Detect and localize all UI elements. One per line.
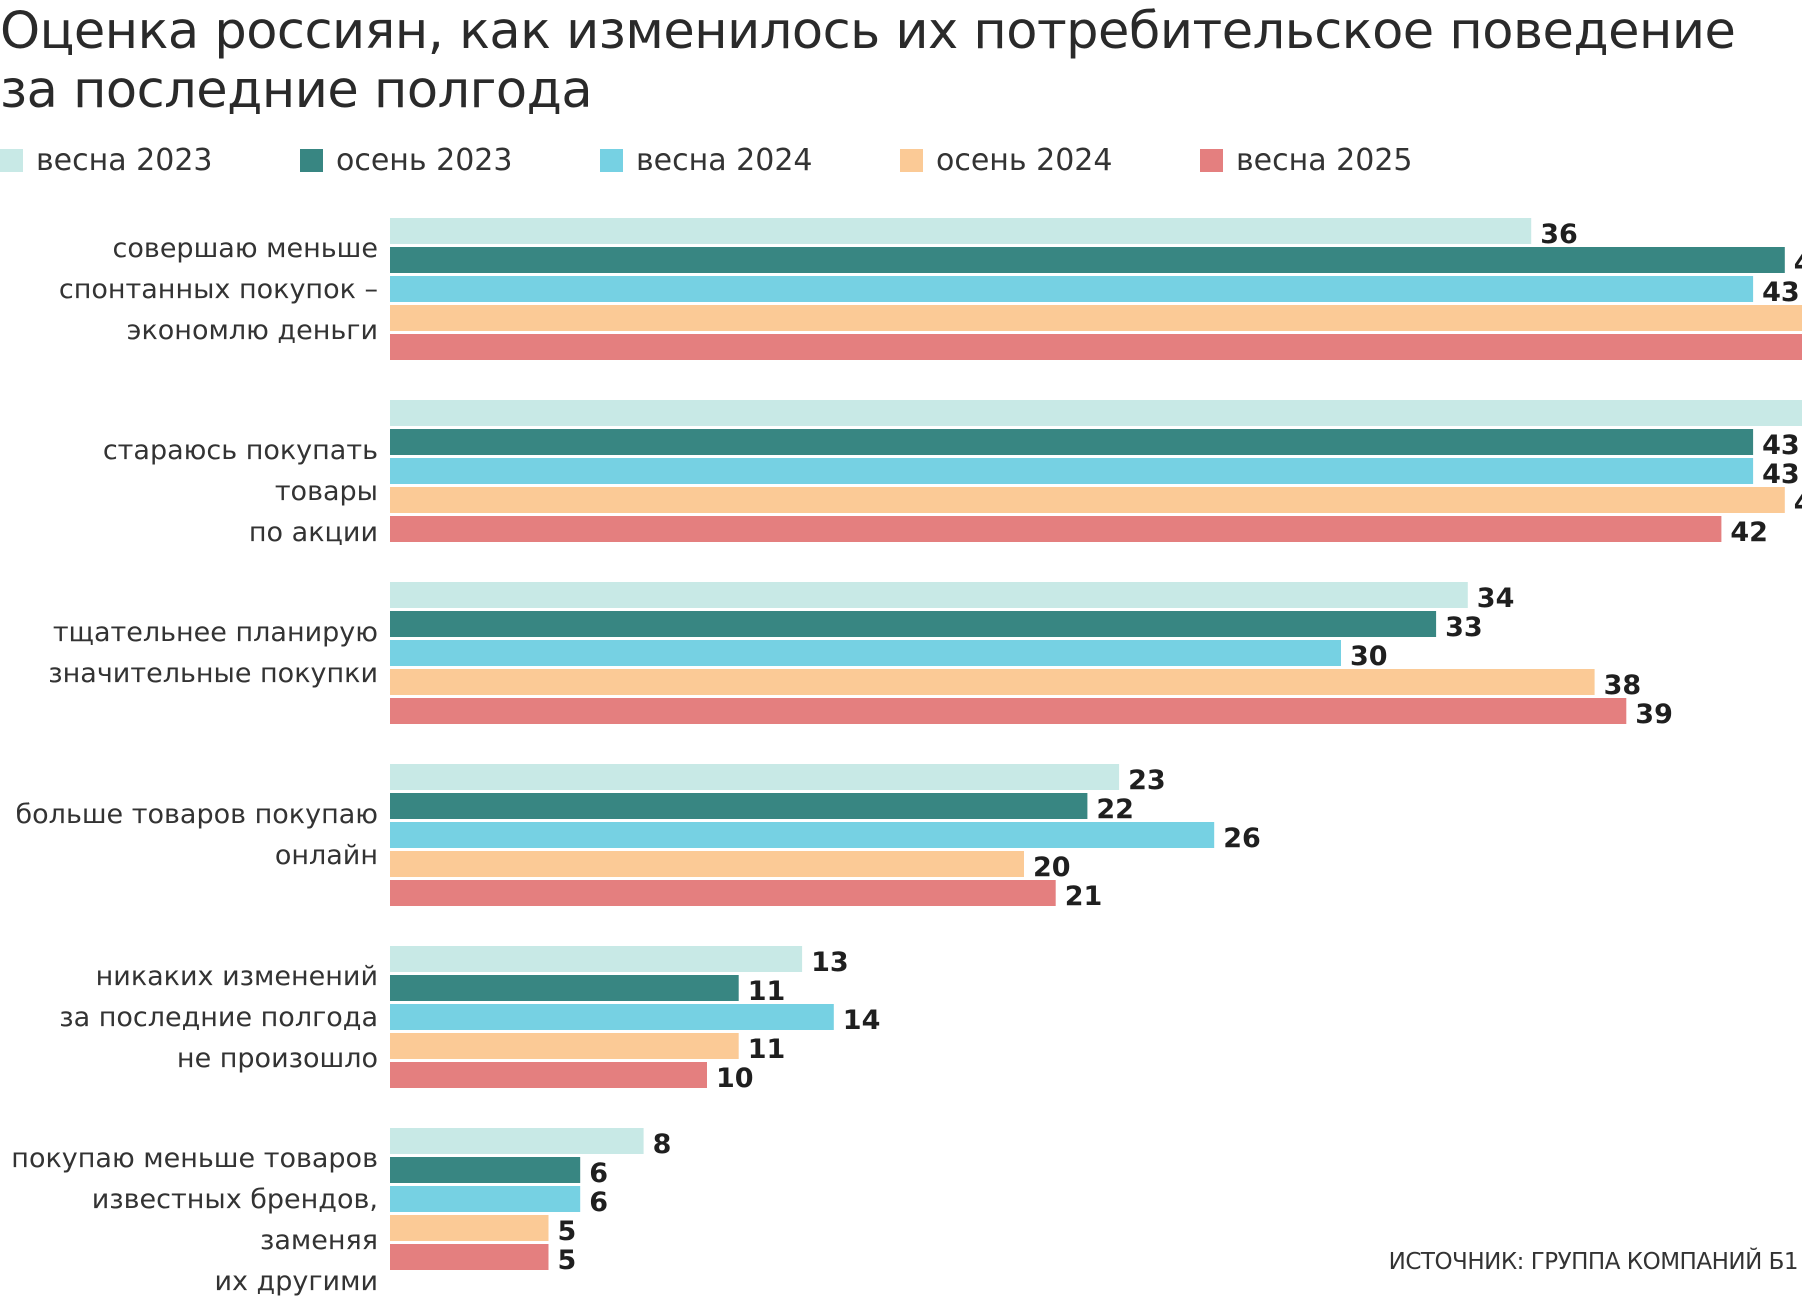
bar <box>390 1157 581 1183</box>
category-label: больше товаров покупаю онлайн <box>0 794 378 876</box>
bar <box>390 334 1802 360</box>
bar-value-label: 8 <box>653 1129 672 1160</box>
bar <box>390 458 1754 484</box>
legend-item: осень 2023 <box>300 138 512 182</box>
bar-value-label: 42 <box>1730 517 1768 548</box>
category-label: совершаю меньше спонтанных покупок – эконо… <box>0 228 378 351</box>
legend-swatch <box>300 148 323 172</box>
bar-value-label: 36 <box>1540 219 1578 250</box>
bar <box>390 1128 644 1154</box>
bar <box>390 698 1627 724</box>
bar-value-label: 22 <box>1096 794 1134 825</box>
bar <box>390 880 1056 906</box>
category-label-line: онлайн <box>274 840 378 871</box>
bar-value-label: 14 <box>843 1005 881 1036</box>
bar-value-label: 10 <box>716 1063 754 1094</box>
bar-value-label: 5 <box>558 1245 577 1276</box>
legend-item: весна 2023 <box>0 138 213 182</box>
category-label-line: не произошло <box>176 1043 378 1074</box>
bar <box>390 764 1120 790</box>
bar <box>390 946 803 972</box>
legend-swatch <box>1200 148 1223 172</box>
bar <box>390 516 1722 542</box>
bar <box>390 1215 549 1241</box>
legend-label: весна 2025 <box>1236 142 1413 178</box>
legend-label: осень 2023 <box>336 142 513 178</box>
bar <box>390 305 1802 331</box>
legend-item: весна 2024 <box>600 138 813 182</box>
bar-value-label: 11 <box>748 1034 786 1065</box>
legend-swatch <box>0 148 23 172</box>
legend-item: осень 2024 <box>900 138 1112 182</box>
category-label-line: по акции <box>248 517 378 548</box>
category-label-line: больше товаров покупаю <box>15 799 378 830</box>
bar-value-label: 43 <box>1762 430 1800 461</box>
bar-value-label: 43 <box>1762 277 1800 308</box>
bar-value-label: 30 <box>1350 641 1388 672</box>
bar <box>390 400 1802 426</box>
category-label-line: экономлю деньги <box>126 315 378 346</box>
category-label-line: спонтанных покупок – <box>58 274 378 305</box>
bar <box>390 582 1468 608</box>
bar-value-label: 44 <box>1794 248 1802 279</box>
bar <box>390 218 1532 244</box>
category-label-line: значительные покупки <box>48 658 378 689</box>
bar-value-label: 20 <box>1033 852 1071 883</box>
bar-value-label: 23 <box>1128 765 1166 796</box>
bar-value-label: 26 <box>1223 823 1261 854</box>
bar <box>390 1004 834 1030</box>
category-label-line: стараюсь покупать товары <box>102 435 378 507</box>
bar <box>390 1186 581 1212</box>
bar <box>390 669 1595 695</box>
bar <box>390 429 1754 455</box>
bar <box>390 487 1785 513</box>
category-label-line: за последние полгода <box>59 1002 378 1033</box>
category-label-line: тщательнее планирую <box>52 617 378 648</box>
bar-value-label: 11 <box>748 976 786 1007</box>
bar <box>390 793 1088 819</box>
bar <box>390 611 1437 637</box>
bar <box>390 640 1341 666</box>
bar-value-label: 39 <box>1635 699 1673 730</box>
bar-value-label: 21 <box>1065 881 1103 912</box>
bar-value-label: 13 <box>811 947 849 978</box>
category-label-line: известных брендов, заменяя <box>91 1184 378 1256</box>
legend-label: весна 2023 <box>36 142 213 178</box>
legend-label: осень 2024 <box>936 142 1113 178</box>
category-label-line: совершаю меньше <box>112 233 378 264</box>
category-label: стараюсь покупать товары по акции <box>0 430 378 553</box>
bar <box>390 1062 707 1088</box>
bar-value-label: 34 <box>1477 583 1515 614</box>
bar-value-label: 6 <box>589 1158 608 1189</box>
bar <box>390 276 1754 302</box>
bar <box>390 822 1215 848</box>
source-note: ИСТОЧНИК: ГРУППА КОМПАНИЙ Б1 <box>1388 1249 1799 1275</box>
bar-value-label: 43 <box>1762 459 1800 490</box>
bar <box>390 1033 739 1059</box>
bar <box>390 975 739 1001</box>
chart-title: Оценка россиян, как изменилось их потреб… <box>0 2 1736 120</box>
category-label-line: никаких изменений <box>95 961 378 992</box>
legend-swatch <box>900 148 923 172</box>
legend: весна 2023 осень 2023 весна 2024 осень 2024… <box>0 138 1802 182</box>
legend-label: весна 2024 <box>636 142 813 178</box>
category-label: тщательнее планирую значительные покупки <box>0 612 378 694</box>
bar <box>390 1244 549 1270</box>
bar-value-label: 5 <box>558 1216 577 1247</box>
category-label-line: покупаю меньше товаров <box>11 1143 378 1174</box>
legend-item: весна 2025 <box>1200 138 1413 182</box>
bar-value-label: 38 <box>1604 670 1642 701</box>
bar-value-label: 44 <box>1794 488 1802 519</box>
category-label: никаких изменений за последние полгода не … <box>0 956 378 1079</box>
bar <box>390 247 1785 273</box>
bar-value-label: 6 <box>589 1187 608 1218</box>
legend-swatch <box>600 148 623 172</box>
bar <box>390 851 1024 877</box>
bar-value-label: 33 <box>1445 612 1483 643</box>
